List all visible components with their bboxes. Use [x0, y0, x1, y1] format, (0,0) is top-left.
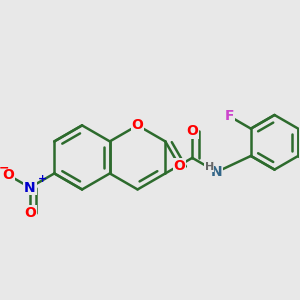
Text: O: O — [132, 118, 143, 132]
Text: +: + — [38, 174, 47, 184]
Text: O: O — [2, 168, 14, 182]
Text: −: − — [0, 161, 9, 174]
Text: F: F — [224, 109, 234, 123]
Text: H: H — [205, 162, 214, 172]
Text: N: N — [24, 181, 36, 194]
Text: O: O — [24, 206, 36, 220]
Text: O: O — [173, 159, 185, 173]
Text: O: O — [186, 124, 198, 138]
Text: N: N — [211, 165, 223, 179]
